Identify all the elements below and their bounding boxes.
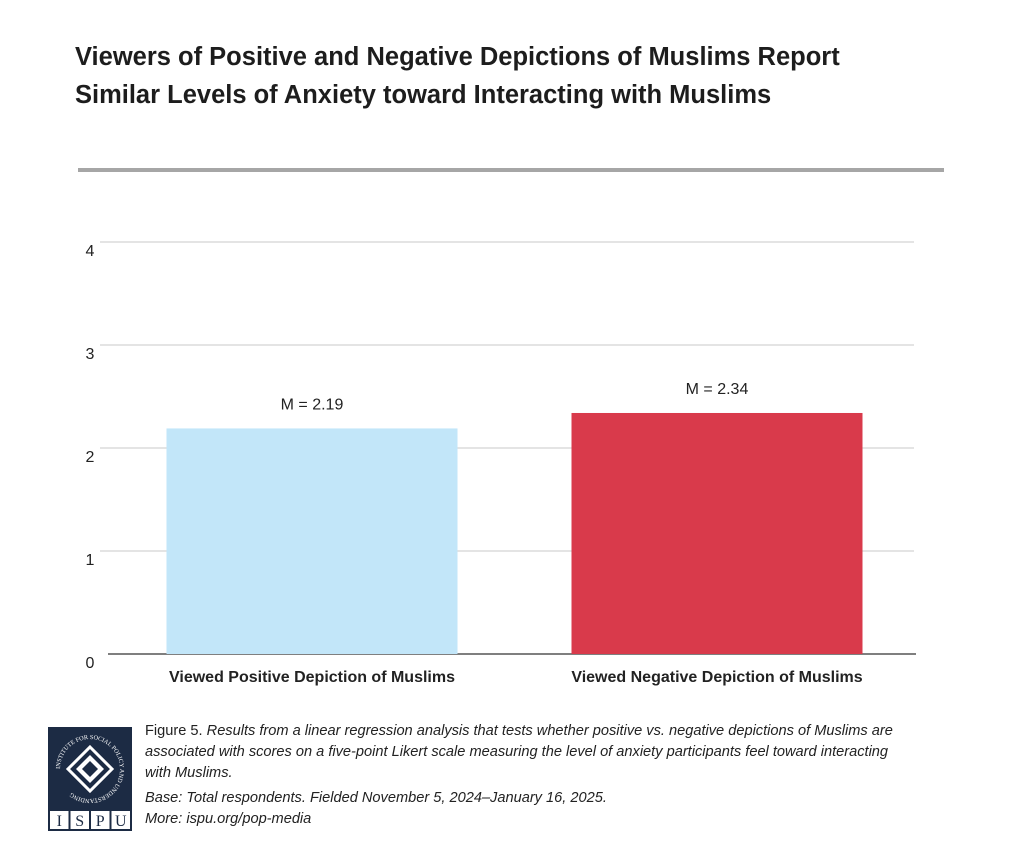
y-tick-label: 4 [86,243,95,260]
x-tick-label: Viewed Negative Depiction of Muslims [571,669,862,686]
caption: Figure 5. Results from a linear regressi… [145,721,915,830]
chart: 0 1 2 3 4 Viewed Positive Depiction of Muslim… [86,241,916,686]
caption-main: Figure 5. Results from a linear regressi… [145,721,915,784]
figure-label: Figure 5. [145,723,203,739]
logo-diamond [65,744,115,794]
x-tick-label: Viewed Positive Depiction of Muslims [169,669,455,686]
logo-letter-box [111,811,130,829]
y-tick-label: 2 [86,449,95,466]
y-tick-label: 0 [86,655,95,672]
caption-more: More: ispu.org/pop-media [145,809,915,830]
logo-letter-box [91,811,110,829]
logo-letter: S [75,813,84,830]
bar [571,412,863,654]
logo: INSTITUTE FOR SOCIAL POLICY AND UNDERSTA… [48,727,132,831]
logo-letter: P [96,813,105,830]
logo-letter-box [70,811,89,829]
value-label: M = 2.19 [281,397,344,414]
logo-letter: U [115,813,127,830]
value-label: M = 2.34 [686,381,749,398]
y-tick-label: 3 [86,346,95,363]
bar [166,428,458,654]
base-text: Base: Total respondents. Fielded Novembe… [145,790,607,806]
logo-diamond [82,761,98,777]
logo-letter: I [57,813,62,830]
chart-title: Viewers of Positive and Negative Depicti… [75,43,840,109]
more-text: More: ispu.org/pop-media [145,811,312,827]
caption-base: Base: Total respondents. Fielded Novembe… [145,788,915,809]
title-rule [78,168,944,172]
caption-text: Results from a linear regression analysi… [145,723,893,781]
logo-letter-box [50,811,69,829]
y-tick-label: 1 [86,552,95,569]
